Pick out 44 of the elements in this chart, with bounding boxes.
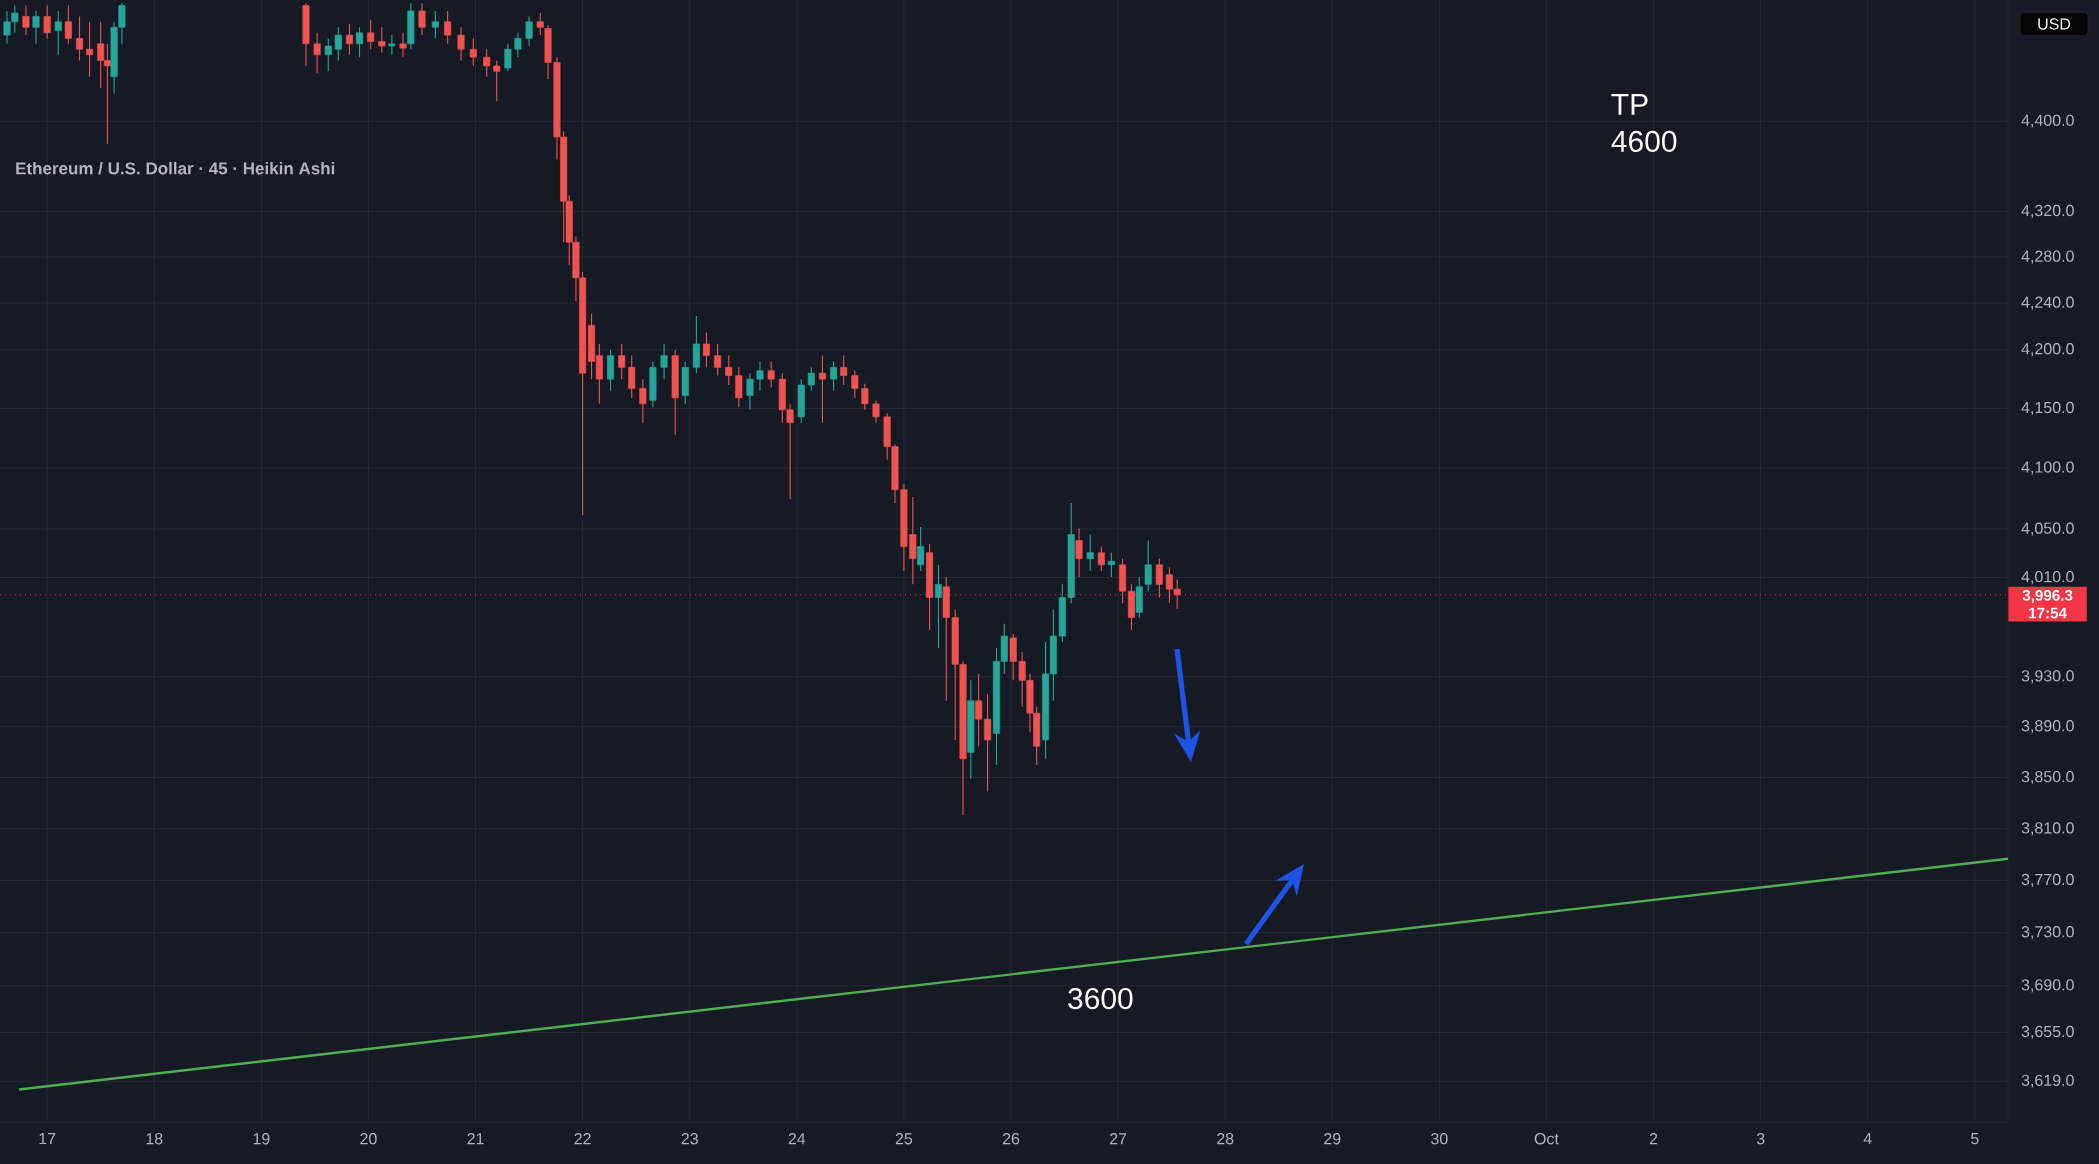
y-axis-title: USD bbox=[2038, 18, 2071, 30]
y-tick-label: 3,690.0 bbox=[2021, 979, 2074, 993]
y-tick-label: 4,400.0 bbox=[2021, 114, 2074, 128]
x-tick-label: Oct bbox=[1534, 1133, 1559, 1145]
y-tick-label: 4,050.0 bbox=[2021, 522, 2074, 536]
x-tick-label: 22 bbox=[574, 1133, 591, 1145]
y-tick-label: 3,890.0 bbox=[2021, 720, 2074, 734]
x-tick-label: 28 bbox=[1217, 1133, 1234, 1145]
y-tick-label: 3,850.0 bbox=[2021, 770, 2074, 785]
y-tick-label: 3,930.0 bbox=[2021, 670, 2074, 684]
text: 17:54 bbox=[2029, 607, 2067, 619]
x-tick-label: 23 bbox=[681, 1133, 698, 1145]
x-tick-label: 24 bbox=[788, 1133, 806, 1145]
x-tick-label: 26 bbox=[1002, 1133, 1020, 1145]
y-tick-label: 4,240.0 bbox=[2021, 296, 2074, 310]
x-tick-label: 25 bbox=[895, 1133, 913, 1145]
annotation: 4600 bbox=[1611, 130, 1677, 152]
y-tick-label: 4,010.0 bbox=[2021, 570, 2074, 585]
y-tick-label: 4,200.0 bbox=[2021, 343, 2074, 357]
y-tick-label: 4,280.0 bbox=[2021, 250, 2074, 264]
x-tick-label: 19 bbox=[253, 1133, 270, 1145]
x-tick-label: 18 bbox=[146, 1133, 163, 1145]
x-tick-label: 21 bbox=[467, 1133, 484, 1145]
x-tick-label: 3 bbox=[1756, 1133, 1765, 1145]
x-tick-label: 29 bbox=[1324, 1133, 1341, 1145]
annotation: TP bbox=[1611, 94, 1648, 115]
y-tick-label: 4,150.0 bbox=[2021, 401, 2074, 416]
y-tick-label: 3,730.0 bbox=[2021, 926, 2074, 940]
y-tick-label: 3,810.0 bbox=[2021, 822, 2074, 836]
y-tick-label: 3,655.0 bbox=[2021, 1025, 2074, 1040]
x-tick-label: 2 bbox=[1649, 1133, 1658, 1145]
ref-line-label: 3,996.3 bbox=[2022, 590, 2073, 603]
y-tick-label: 3,770.0 bbox=[2021, 873, 2074, 888]
y-tick-label: 4,320.0 bbox=[2021, 204, 2074, 219]
x-tick-label: 20 bbox=[360, 1133, 377, 1145]
y-tick-label: 4,100.0 bbox=[2021, 461, 2074, 475]
annotation: 3600 bbox=[1068, 987, 1133, 1010]
x-tick-label: 30 bbox=[1431, 1133, 1448, 1145]
x-tick-label: 17 bbox=[39, 1133, 56, 1145]
x-tick-label: 27 bbox=[1110, 1133, 1127, 1145]
y-tick-label: 3,619.0 bbox=[2021, 1074, 2074, 1088]
text: Ethereum / U.S. Dollar · 45 · Heikin Ashi bbox=[16, 161, 335, 175]
x-tick-label: 4 bbox=[1863, 1133, 1872, 1145]
x-tick-label: 5 bbox=[1971, 1133, 1979, 1145]
